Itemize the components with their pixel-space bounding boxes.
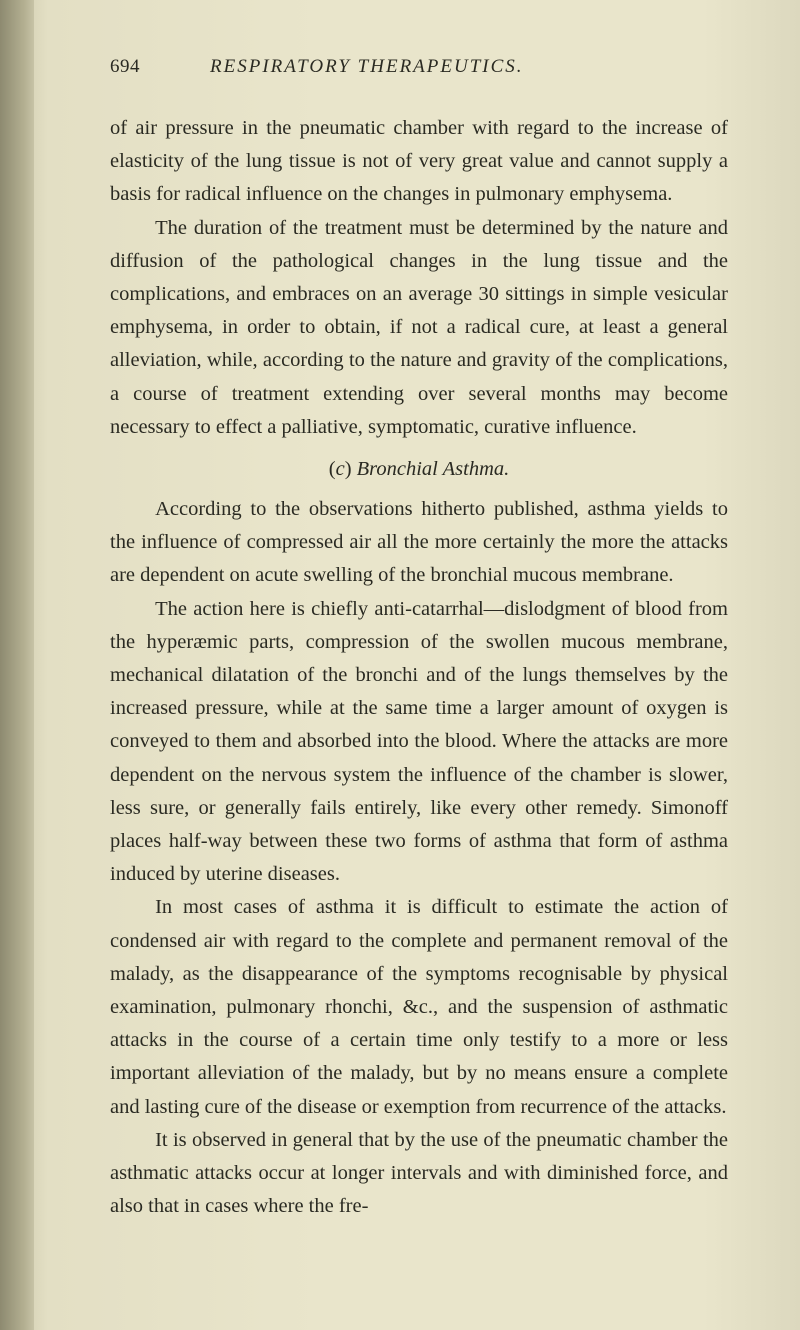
heading-title: Bronchial Asthma.: [357, 458, 510, 480]
page-header: 694 RESPIRATORY THERAPEUTICS.: [110, 56, 728, 78]
running-title: RESPIRATORY THERAPEUTICS.: [210, 56, 524, 78]
body-text: of air pressure in the pneumatic chamber…: [110, 112, 728, 1224]
page-number: 694: [110, 56, 140, 78]
paragraph-4: The action here is chiefly anti-catarrha…: [110, 593, 728, 892]
heading-paren-close: ): [345, 458, 352, 480]
paragraph-5: In most cases of asthma it is difficult …: [110, 891, 728, 1123]
scanned-book-page: 694 RESPIRATORY THERAPEUTICS. of air pre…: [0, 0, 800, 1330]
paragraph-2: The duration of the treatment must be de…: [110, 212, 728, 444]
heading-letter: c: [336, 458, 345, 480]
heading-paren-open: (: [329, 458, 336, 480]
paragraph-6: It is observed in general that by the us…: [110, 1124, 728, 1224]
section-heading-bronchial-asthma: (c) Bronchial Asthma.: [110, 458, 728, 481]
paragraph-1: of air pressure in the pneumatic chamber…: [110, 112, 728, 212]
paragraph-3: According to the observations hitherto p…: [110, 493, 728, 593]
